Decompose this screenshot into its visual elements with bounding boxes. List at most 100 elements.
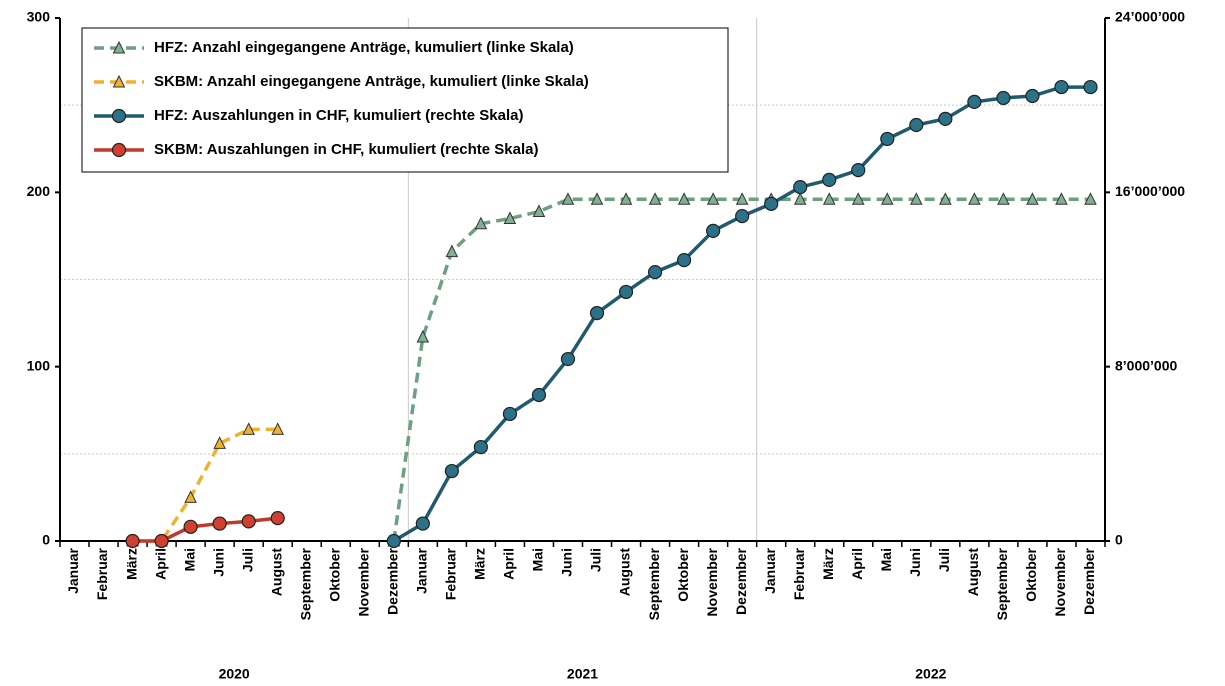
x-tick-label: Juni <box>210 548 226 577</box>
y2-tick-label: 16’000’000 <box>1115 183 1185 199</box>
year-label: 2021 <box>567 666 598 682</box>
data-point <box>938 111 953 126</box>
data-point <box>531 387 547 403</box>
x-tick-label: August <box>617 548 633 597</box>
x-tick-label: April <box>849 548 865 580</box>
x-tick-label: Januar <box>762 547 778 593</box>
x-tick-label: September <box>297 547 313 620</box>
data-point <box>677 192 691 205</box>
data-point <box>125 533 140 549</box>
x-tick-label: Mai <box>181 548 197 571</box>
data-point <box>996 90 1011 106</box>
data-point <box>386 533 401 549</box>
series-line <box>392 197 1091 542</box>
x-tick-label: September <box>994 547 1010 620</box>
data-point <box>1054 79 1069 95</box>
y2-tick-label: 8’000’000 <box>1115 357 1177 373</box>
data-point <box>822 172 837 188</box>
data-point <box>735 208 750 224</box>
legend-box <box>81 27 729 173</box>
data-point <box>503 211 517 224</box>
data-point <box>444 463 459 479</box>
data-point <box>590 192 604 205</box>
data-point <box>647 264 663 280</box>
data-point <box>735 192 749 205</box>
year-label: 2020 <box>219 666 250 682</box>
legend-marker <box>112 74 126 88</box>
x-tick-label: November <box>1052 547 1068 616</box>
y-tick-label: 100 <box>27 357 51 373</box>
data-point <box>1083 79 1098 95</box>
data-point <box>473 439 489 455</box>
x-tick-label: November <box>355 547 371 616</box>
data-point <box>939 192 952 205</box>
legend-marker <box>111 142 127 158</box>
data-point <box>532 204 546 218</box>
x-tick-label: April <box>152 548 168 580</box>
data-point <box>445 244 459 258</box>
data-point <box>560 351 576 367</box>
x-tick-label: Juni <box>559 548 575 577</box>
data-point <box>502 406 518 422</box>
y-tick-label: 0 <box>42 532 50 548</box>
y-tick-label: 300 <box>27 9 51 25</box>
data-point <box>416 329 430 343</box>
data-point <box>1025 88 1040 104</box>
data-point <box>997 192 1010 205</box>
x-tick-label: Juli <box>936 548 952 572</box>
x-tick-label: Februar <box>791 547 807 600</box>
x-tick-label: April <box>501 548 517 580</box>
x-tick-label: Januar <box>414 547 430 593</box>
data-point <box>1055 192 1068 205</box>
x-tick-label: Dezember <box>385 547 401 614</box>
data-point <box>764 196 779 211</box>
x-tick-label: Oktober <box>675 547 691 601</box>
y2-tick-label: 0 <box>1115 532 1123 548</box>
data-point <box>706 223 721 239</box>
x-tick-label: Februar <box>443 547 459 600</box>
data-point <box>212 516 227 531</box>
data-point <box>154 533 169 549</box>
x-tick-label: März <box>820 548 836 580</box>
data-point <box>1026 192 1039 205</box>
data-point <box>270 511 285 526</box>
x-tick-label: September <box>646 547 662 620</box>
data-point <box>851 192 865 205</box>
legend-label: HFZ: Auszahlungen in CHF, kumuliert (rec… <box>154 107 524 124</box>
x-tick-label: Mai <box>530 548 546 571</box>
legend-label: SKBM: Anzahl eingegangene Anträge, kumul… <box>154 73 589 90</box>
y2-tick-label: 24’000’000 <box>1115 9 1185 25</box>
x-tick-label: August <box>965 548 981 597</box>
x-tick-label: Januar <box>65 547 81 593</box>
data-point <box>1084 192 1097 205</box>
data-point <box>909 117 924 133</box>
data-point <box>967 94 982 109</box>
data-point <box>561 192 575 205</box>
x-tick-label: Mai <box>878 548 894 571</box>
data-point <box>706 192 720 205</box>
x-tick-label: Juli <box>239 548 255 572</box>
x-tick-label: Dezember <box>733 547 749 614</box>
data-point <box>183 519 198 534</box>
data-point <box>910 192 923 205</box>
data-point <box>415 516 430 531</box>
data-point <box>242 422 255 435</box>
legend-marker <box>112 40 126 54</box>
data-point <box>271 422 285 435</box>
data-point <box>241 514 256 529</box>
series-line <box>132 516 278 543</box>
x-tick-label: Dezember <box>1081 547 1097 614</box>
data-point <box>619 192 633 205</box>
data-point <box>184 490 197 503</box>
data-point <box>589 305 605 321</box>
data-point <box>851 163 866 178</box>
data-point <box>676 253 692 268</box>
y-tick-label: 200 <box>27 183 51 199</box>
data-point <box>793 192 807 205</box>
x-tick-label: Juni <box>907 548 923 577</box>
data-point <box>822 192 836 205</box>
x-tick-label: März <box>123 548 139 580</box>
x-tick-label: Oktober <box>326 547 342 601</box>
x-tick-label: Februar <box>94 547 110 600</box>
